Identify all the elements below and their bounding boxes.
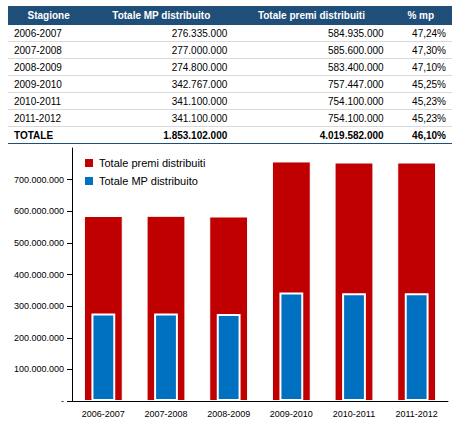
html-text:754.100.000: 754.100.000	[328, 95, 384, 107]
svg-text:300.000.000: 300.000.000	[14, 301, 64, 311]
html-text:Stagione: Stagione	[27, 10, 70, 21]
svg-text:Totale premi distribuiti: Totale premi distribuiti	[99, 157, 205, 169]
svg-text:2007-2008: 2007-2008	[144, 409, 187, 419]
svg-text:200.000.000: 200.000.000	[14, 333, 64, 343]
html-text:47,30%: 47,30%	[412, 44, 446, 56]
svg-text:2010-2011: 2010-2011	[333, 409, 375, 419]
html-text:47,10%: 47,10%	[412, 61, 446, 73]
svg-text:2011-2012: 2011-2012	[395, 409, 437, 419]
html-text:Totale MP distribuito: Totale MP distribuito	[112, 10, 211, 21]
html-text:46,10%: 46,10%	[412, 129, 446, 141]
html-text:2008-2009: 2008-2009	[14, 61, 62, 73]
html-text:584.935.000: 584.935.000	[328, 27, 384, 39]
html-text:754.100.000: 754.100.000	[328, 112, 384, 124]
html-text:2006-2007: 2006-2007	[14, 27, 62, 39]
html-text:4.019.582.000: 4.019.582.000	[319, 129, 384, 141]
html-text:342.767.000: 342.767.000	[171, 78, 228, 90]
svg-text:Totale MP distribuito: Totale MP distribuito	[99, 175, 198, 187]
svg-text:-: -	[61, 396, 64, 406]
html-text:274.800.000: 274.800.000	[171, 61, 228, 73]
html-text:583.400.000: 583.400.000	[328, 61, 384, 73]
html-text:757.447.000: 757.447.000	[328, 78, 384, 90]
html-text:341.100.000: 341.100.000	[171, 112, 228, 124]
html-text:45,23%: 45,23%	[412, 95, 446, 107]
html-text:2007-2008: 2007-2008	[14, 44, 62, 56]
html-text:341.100.000: 341.100.000	[171, 95, 228, 107]
svg-text:500.000.000: 500.000.000	[14, 238, 64, 248]
svg-text:2009-2010: 2009-2010	[270, 409, 313, 419]
html-text:585.600.000: 585.600.000	[328, 44, 384, 56]
html-text:TOTALE: TOTALE	[14, 129, 54, 141]
svg-text:400.000.000: 400.000.000	[14, 270, 64, 280]
svg-text:2008-2009: 2008-2009	[207, 409, 250, 419]
svg-text:2006-2007: 2006-2007	[82, 409, 125, 419]
html-text:2010-2011: 2010-2011	[14, 95, 62, 107]
html-text:2009-2010: 2009-2010	[14, 78, 62, 90]
html-text:45,23%: 45,23%	[412, 112, 446, 124]
html-text:277.000.000: 277.000.000	[171, 44, 228, 56]
html-text:Totale premi distribuiti: Totale premi distribuiti	[257, 10, 365, 21]
html-text:47,24%: 47,24%	[412, 27, 446, 39]
svg-text:100.000.000: 100.000.000	[14, 364, 64, 374]
svg-text:700.000.000: 700.000.000	[14, 175, 64, 185]
html-text:2011-2012: 2011-2012	[14, 112, 62, 124]
svg-text:600.000.000: 600.000.000	[14, 206, 64, 216]
html-text:1.853.102.000: 1.853.102.000	[163, 129, 228, 141]
html-text:45,25%: 45,25%	[412, 78, 446, 90]
html-text:276.335.000: 276.335.000	[171, 27, 228, 39]
html-text:% mp: % mp	[407, 10, 435, 21]
